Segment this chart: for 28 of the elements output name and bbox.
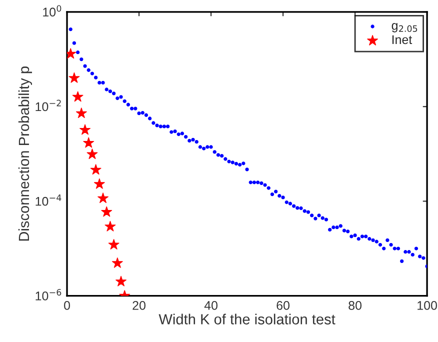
point xyxy=(116,276,126,286)
point xyxy=(94,178,105,189)
legend-label: g$_{2.05}$ xyxy=(392,23,418,32)
y-tick-label: 10$^{−4}$ xyxy=(36,194,62,206)
x-tick-label: 0 xyxy=(64,301,70,310)
point xyxy=(86,148,98,160)
point xyxy=(98,192,108,204)
y-tick-label: 10$^{0}$ xyxy=(43,5,62,17)
legend-label: Inet xyxy=(392,35,412,44)
y-tick-label: 10$^{−6}$ xyxy=(36,288,62,300)
y-tick-label: 10$^{−2}$ xyxy=(36,100,61,112)
x-tick-label: 20 xyxy=(132,301,146,310)
point xyxy=(112,257,123,268)
x-tick-label: 100 xyxy=(418,301,437,310)
point xyxy=(90,164,102,175)
point xyxy=(104,220,116,232)
point xyxy=(101,206,112,217)
x-tick-label: 60 xyxy=(276,301,290,310)
point xyxy=(83,137,94,148)
point xyxy=(108,239,120,250)
x-tick-label: 80 xyxy=(348,301,362,310)
x-tick-label: 40 xyxy=(204,301,218,310)
point xyxy=(80,124,90,135)
point xyxy=(72,91,84,102)
x-axis-title: Width K of the isolation test xyxy=(158,314,336,324)
point xyxy=(68,72,80,83)
point xyxy=(76,108,87,118)
y-axis-title: Disconnection Probability p xyxy=(18,66,32,241)
